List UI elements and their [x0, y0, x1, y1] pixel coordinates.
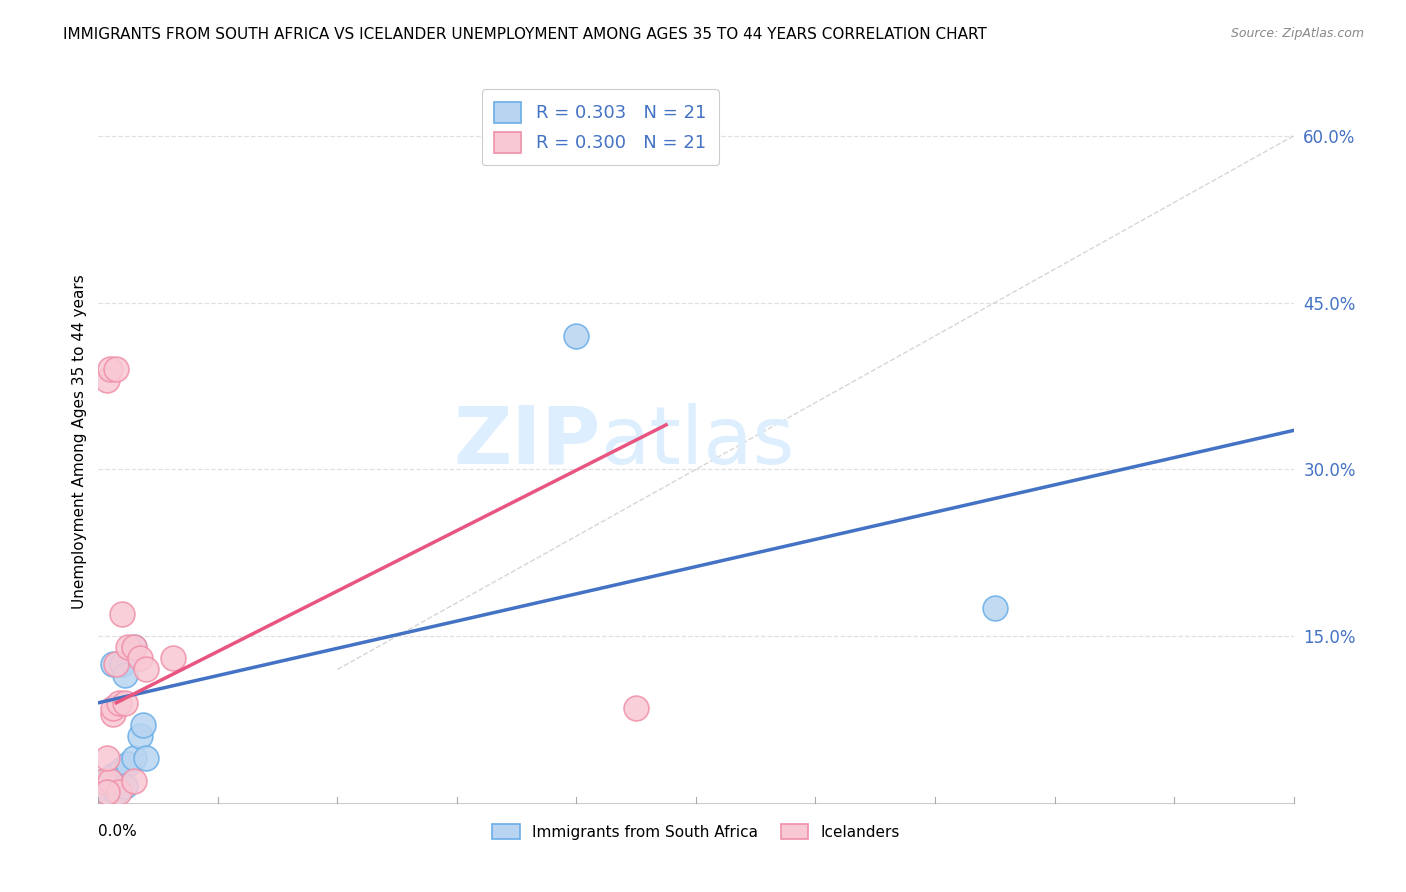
Point	[114, 696, 136, 710]
Point	[96, 785, 118, 799]
Point	[117, 756, 139, 771]
Point	[111, 657, 134, 671]
Point	[105, 657, 128, 671]
Y-axis label: Unemployment Among Ages 35 to 44 years: Unemployment Among Ages 35 to 44 years	[72, 274, 87, 609]
Point	[103, 701, 125, 715]
Point	[108, 696, 131, 710]
Point	[111, 607, 134, 621]
Point	[98, 362, 122, 376]
Point	[117, 640, 139, 655]
Point	[111, 763, 134, 777]
Point	[114, 668, 136, 682]
Point	[96, 751, 118, 765]
Point	[98, 773, 122, 788]
Point	[132, 718, 155, 732]
Point	[124, 751, 146, 765]
Legend: Immigrants from South Africa, Icelanders: Immigrants from South Africa, Icelanders	[486, 818, 905, 846]
Point	[98, 773, 122, 788]
Point	[93, 773, 115, 788]
Point	[565, 329, 588, 343]
Point	[135, 751, 157, 765]
Point	[984, 601, 1007, 615]
Point	[114, 779, 136, 793]
Point	[162, 651, 184, 665]
Text: ZIP: ZIP	[453, 402, 600, 481]
Point	[93, 773, 115, 788]
Point	[105, 785, 128, 799]
Point	[103, 706, 125, 721]
Point	[129, 729, 152, 743]
Point	[124, 640, 146, 655]
Point	[96, 785, 118, 799]
Point	[124, 640, 146, 655]
Text: atlas: atlas	[600, 402, 794, 481]
Point	[105, 768, 128, 782]
Point	[96, 773, 118, 788]
Point	[103, 657, 125, 671]
Point	[626, 701, 648, 715]
Point	[108, 773, 131, 788]
Point	[124, 773, 146, 788]
Point	[96, 373, 118, 387]
Text: Source: ZipAtlas.com: Source: ZipAtlas.com	[1230, 27, 1364, 40]
Point	[135, 662, 157, 676]
Text: IMMIGRANTS FROM SOUTH AFRICA VS ICELANDER UNEMPLOYMENT AMONG AGES 35 TO 44 YEARS: IMMIGRANTS FROM SOUTH AFRICA VS ICELANDE…	[63, 27, 987, 42]
Point	[105, 362, 128, 376]
Text: 0.0%: 0.0%	[98, 824, 138, 839]
Point	[129, 651, 152, 665]
Point	[103, 768, 125, 782]
Point	[108, 785, 131, 799]
